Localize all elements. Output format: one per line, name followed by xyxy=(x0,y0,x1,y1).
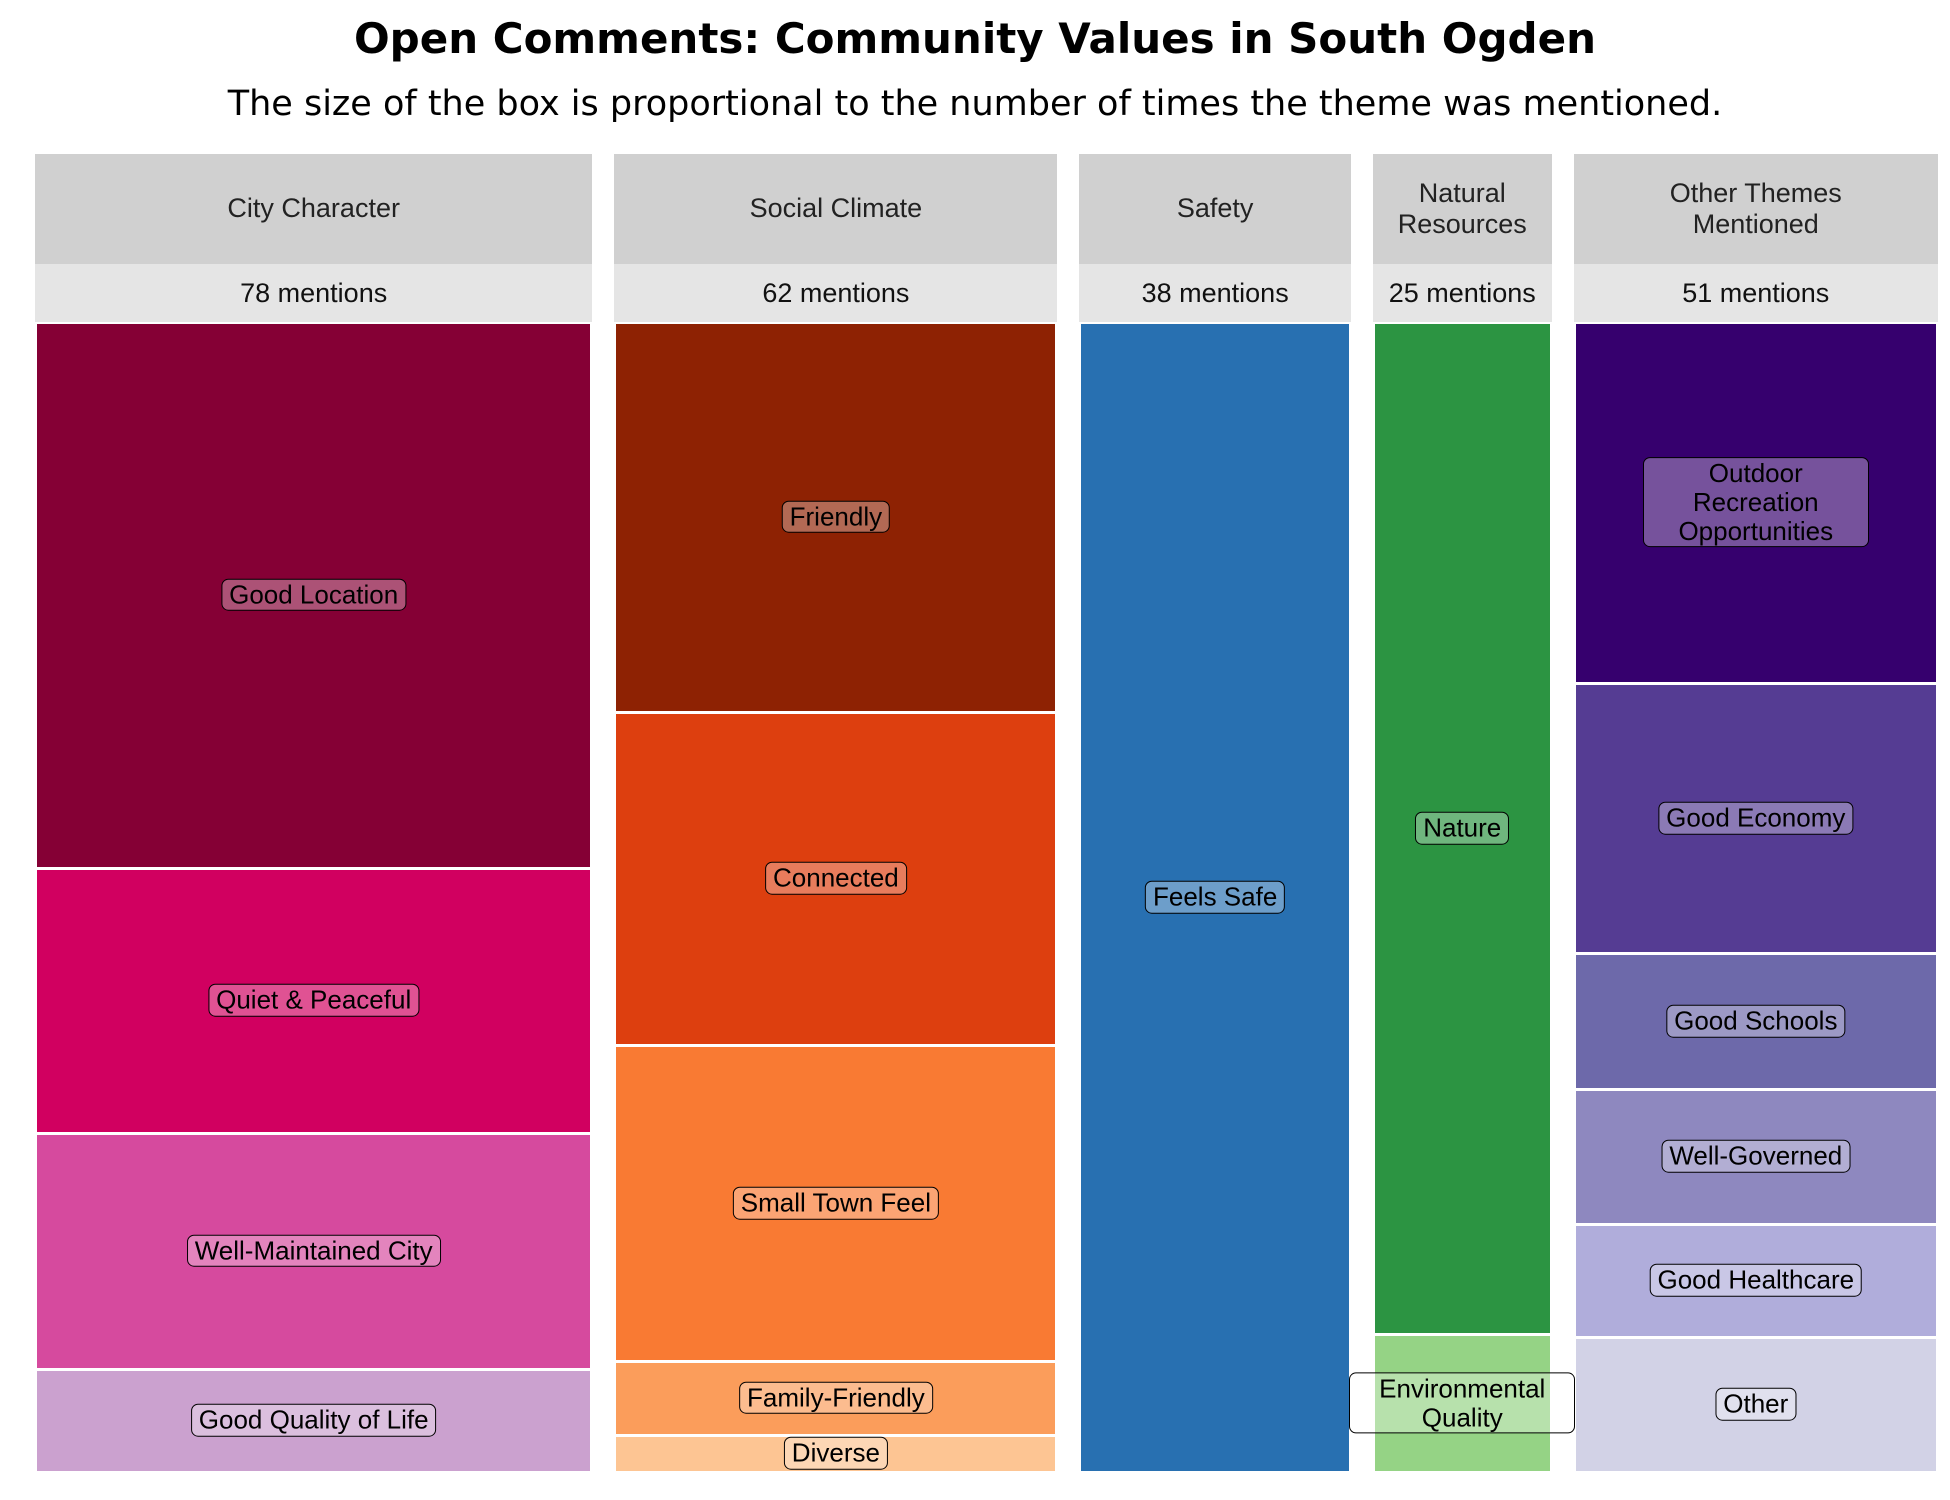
column-total: 25 mentions xyxy=(1372,264,1552,322)
box xyxy=(1575,1338,1936,1471)
box-label: Feels Safe xyxy=(1145,880,1286,914)
box xyxy=(616,324,1056,711)
box-label: Good Healthcare xyxy=(1649,1264,1863,1297)
chart-title: Open Comments: Community Values in South… xyxy=(353,14,1597,63)
box xyxy=(37,1370,591,1471)
box xyxy=(37,869,591,1132)
box xyxy=(616,1047,1056,1360)
column-total: 62 mentions xyxy=(614,264,1058,322)
column-header: City Character xyxy=(35,154,593,264)
column-total: 51 mentions xyxy=(1573,264,1938,322)
box xyxy=(1374,1336,1550,1471)
box xyxy=(1575,955,1936,1088)
box-label: Good Location xyxy=(221,578,407,612)
chart-subtitle: The size of the box is proportional to t… xyxy=(227,84,1723,124)
column-header-label: Other Themes Mentioned xyxy=(1669,177,1842,239)
column-header-label: City Character xyxy=(227,193,400,224)
box-label: Well-Governed xyxy=(1661,1140,1851,1173)
column-header: Social Climate xyxy=(614,154,1058,264)
box-label: Quiet & Peaceful xyxy=(208,983,420,1017)
box-label: Small Town Feel xyxy=(732,1186,940,1220)
box xyxy=(1575,1090,1936,1223)
box-label: Environmental Quality xyxy=(1349,1372,1576,1434)
box-label: Well-Maintained City xyxy=(186,1234,441,1268)
column-header-label: Safety xyxy=(1176,193,1254,224)
box-label: Diverse xyxy=(783,1437,888,1470)
box-label: Good Quality of Life xyxy=(190,1404,437,1437)
box-label: Good Schools xyxy=(1666,1004,1846,1038)
box xyxy=(1575,1225,1936,1336)
box-label: Friendly xyxy=(781,500,891,534)
column-header: Other Themes Mentioned xyxy=(1573,154,1938,264)
column-header: Safety xyxy=(1079,154,1351,264)
box-label: Connected xyxy=(764,862,907,895)
box-label: Nature xyxy=(1415,811,1510,845)
box xyxy=(616,713,1056,1045)
box xyxy=(37,1134,591,1368)
column-total: 38 mentions xyxy=(1079,264,1351,322)
box-label: Good Economy xyxy=(1658,801,1854,835)
box-label: Outdoor Recreation Opportunities xyxy=(1642,457,1869,548)
box xyxy=(1575,684,1936,953)
column-header-label: Natural Resources xyxy=(1397,177,1527,239)
column-header-label: Social Climate xyxy=(749,193,923,224)
box xyxy=(616,1362,1056,1434)
box-label: Family-Friendly xyxy=(739,1381,933,1415)
box xyxy=(1374,324,1550,1333)
box xyxy=(616,1436,1056,1471)
column-total: 78 mentions xyxy=(35,264,593,322)
box xyxy=(37,324,591,867)
box xyxy=(1575,324,1936,682)
box-label: Other xyxy=(1715,1388,1797,1421)
column-header: Natural Resources xyxy=(1372,154,1552,264)
box xyxy=(1081,324,1349,1471)
